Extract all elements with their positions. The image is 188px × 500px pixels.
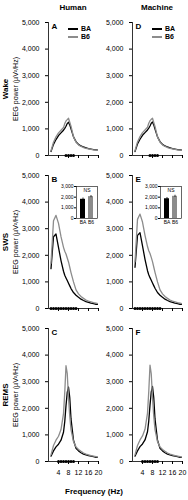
svg-text:8: 8 bbox=[67, 469, 71, 476]
svg-text:B6: B6 bbox=[172, 219, 178, 225]
svg-text:0: 0 bbox=[36, 305, 40, 312]
svg-text:2,000: 2,000 bbox=[106, 252, 124, 259]
html-text:EEG power (µV²/Hz): EEG power (µV²/Hz) bbox=[11, 209, 18, 274]
html-text:EEG power (µV²/Hz): EEG power (µV²/Hz) bbox=[11, 56, 18, 121]
html-text:B6: B6 bbox=[165, 33, 174, 40]
svg-text:1,000: 1,000 bbox=[106, 125, 124, 132]
svg-text:0: 0 bbox=[36, 458, 40, 465]
svg-text:0: 0 bbox=[120, 458, 124, 465]
html-text:Human: Human bbox=[59, 3, 87, 12]
html-text:SWS: SWS bbox=[0, 232, 9, 251]
svg-text:5,000: 5,000 bbox=[22, 172, 40, 179]
svg-text:BA: BA bbox=[80, 219, 87, 225]
svg-text:4,000: 4,000 bbox=[22, 351, 40, 358]
svg-text:16: 16 bbox=[169, 469, 177, 476]
svg-text:B6: B6 bbox=[88, 219, 94, 225]
svg-text:3,000: 3,000 bbox=[22, 72, 40, 79]
svg-text:2,000: 2,000 bbox=[106, 405, 124, 412]
html-text:Machine: Machine bbox=[141, 3, 173, 12]
svg-text:1,000: 1,000 bbox=[22, 431, 40, 438]
svg-text:4,000: 4,000 bbox=[22, 198, 40, 205]
svg-text:1,000: 1,000 bbox=[61, 204, 74, 210]
svg-text:3,000: 3,000 bbox=[22, 378, 40, 385]
svg-text:1,000: 1,000 bbox=[22, 278, 40, 285]
svg-text:0: 0 bbox=[120, 152, 124, 159]
svg-text:C: C bbox=[52, 328, 58, 337]
svg-text:F: F bbox=[136, 328, 141, 337]
svg-text:2,000: 2,000 bbox=[22, 99, 40, 106]
svg-text:3,000: 3,000 bbox=[106, 225, 124, 232]
svg-text:1,000: 1,000 bbox=[106, 431, 124, 438]
svg-text:8: 8 bbox=[151, 469, 155, 476]
svg-text:5,000: 5,000 bbox=[22, 19, 40, 26]
svg-text:0: 0 bbox=[155, 215, 158, 221]
svg-text:3,000: 3,000 bbox=[106, 378, 124, 385]
svg-text:1,000: 1,000 bbox=[22, 125, 40, 132]
svg-text:5,000: 5,000 bbox=[106, 19, 124, 26]
html-text:BA: BA bbox=[81, 25, 92, 32]
svg-text:4,000: 4,000 bbox=[106, 45, 124, 52]
html-text:EEG power (µV²/Hz): EEG power (µV²/Hz) bbox=[11, 362, 18, 427]
svg-text:12: 12 bbox=[75, 469, 83, 476]
html-text:BA: BA bbox=[165, 25, 176, 32]
svg-text:5,000: 5,000 bbox=[106, 172, 124, 179]
svg-text:2,000: 2,000 bbox=[61, 194, 74, 200]
svg-text:3,000: 3,000 bbox=[22, 225, 40, 232]
html-text:Frequency (Hz): Frequency (Hz) bbox=[65, 487, 123, 496]
svg-text:0: 0 bbox=[71, 215, 74, 221]
svg-text:2,000: 2,000 bbox=[22, 405, 40, 412]
svg-text:NS: NS bbox=[168, 187, 176, 193]
svg-text:A: A bbox=[52, 22, 58, 31]
svg-text:4: 4 bbox=[141, 469, 145, 476]
svg-text:4,000: 4,000 bbox=[106, 198, 124, 205]
svg-text:2,000: 2,000 bbox=[106, 99, 124, 106]
svg-text:5,000: 5,000 bbox=[22, 325, 40, 332]
svg-text:1,000: 1,000 bbox=[145, 204, 158, 210]
svg-text:D: D bbox=[136, 22, 142, 31]
svg-text:20: 20 bbox=[95, 469, 103, 476]
svg-text:4,000: 4,000 bbox=[106, 351, 124, 358]
svg-text:5,000: 5,000 bbox=[106, 325, 124, 332]
svg-text:BA: BA bbox=[164, 219, 171, 225]
svg-text:1,000: 1,000 bbox=[106, 278, 124, 285]
svg-text:20: 20 bbox=[179, 469, 187, 476]
html-text:B6: B6 bbox=[81, 33, 90, 40]
svg-text:12: 12 bbox=[159, 469, 167, 476]
svg-text:3,000: 3,000 bbox=[106, 72, 124, 79]
svg-text:0: 0 bbox=[120, 305, 124, 312]
svg-text:2,000: 2,000 bbox=[145, 194, 158, 200]
svg-text:4: 4 bbox=[57, 469, 61, 476]
svg-text:0: 0 bbox=[36, 152, 40, 159]
svg-text:3,000: 3,000 bbox=[61, 183, 74, 189]
svg-text:NS: NS bbox=[84, 187, 92, 193]
svg-text:16: 16 bbox=[85, 469, 93, 476]
html-text:Wake: Wake bbox=[0, 78, 9, 99]
svg-text:2,000: 2,000 bbox=[22, 252, 40, 259]
svg-text:4,000: 4,000 bbox=[22, 45, 40, 52]
html-text:REMS: REMS bbox=[0, 382, 9, 407]
svg-text:B: B bbox=[52, 175, 58, 184]
svg-text:E: E bbox=[136, 175, 142, 184]
svg-text:3,000: 3,000 bbox=[145, 183, 158, 189]
